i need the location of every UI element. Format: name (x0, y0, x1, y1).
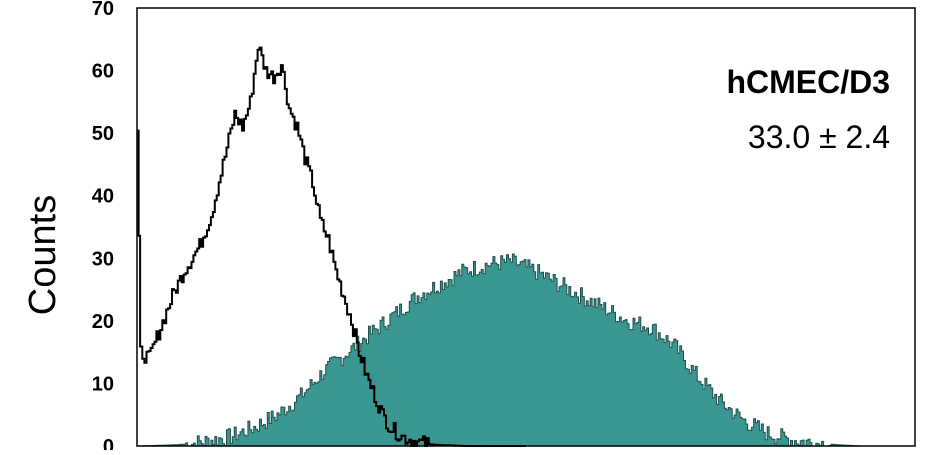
plot-frame (136, 7, 916, 447)
y-tick-label: 60 (92, 61, 114, 83)
series-outline-histogram (137, 46, 526, 447)
sample-label: hCMEC/D3 (726, 64, 890, 100)
y-tick-label: 10 (92, 373, 114, 395)
mean-value-label: 33.0 ± 2.4 (748, 119, 890, 155)
y-axis-ticks: 0 10 20 30 40 50 60 70 (92, 0, 114, 455)
series-layer (137, 46, 915, 447)
y-axis-label: Counts (22, 195, 64, 315)
y-tick-label: 40 (92, 186, 114, 208)
y-tick-label: 30 (92, 248, 114, 270)
y-tick-label: 20 (92, 311, 114, 333)
y-tick-label: 0 (103, 436, 114, 450)
series-filled-histogram (137, 253, 915, 447)
y-tick-label: 50 (92, 123, 114, 145)
y-tick-label: 70 (92, 0, 114, 20)
